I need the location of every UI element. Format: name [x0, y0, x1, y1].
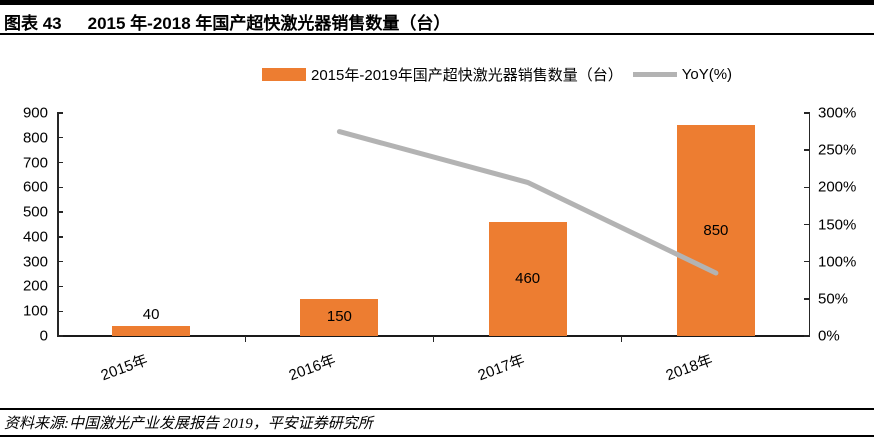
- y-axis-left: [57, 113, 59, 336]
- y-axis-label-left: 400: [22, 228, 48, 246]
- y-axis-label-left: 100: [22, 302, 48, 320]
- bar-value-label: 850: [703, 221, 729, 239]
- bar-2015: [112, 326, 191, 336]
- y-left-tick: [57, 161, 63, 164]
- y-left-tick: [57, 137, 63, 139]
- y-left-tick: [57, 112, 63, 114]
- y-axis-label-right: 100%: [818, 253, 857, 271]
- y-right-tick: [804, 260, 810, 263]
- y-axis-label-right: 300%: [818, 104, 857, 122]
- bottom-rule: [0, 435, 874, 437]
- title-rule: [0, 33, 874, 35]
- y-axis-label-left: 300: [22, 253, 48, 271]
- x-axis-tick: [244, 336, 246, 342]
- figure-number: 图表 43: [4, 14, 62, 33]
- y-left-tick: [57, 310, 63, 312]
- y-axis-label-right: 150%: [818, 216, 857, 233]
- x-axis-label: 2018年: [663, 351, 715, 385]
- footer-rule: [0, 408, 874, 410]
- y-left-tick: [57, 236, 63, 238]
- top-rule: [0, 0, 874, 5]
- y-left-tick: [57, 335, 63, 337]
- x-axis: [57, 334, 810, 337]
- bar-value-label: 150: [326, 308, 352, 326]
- x-axis-label: 2017年: [475, 351, 527, 385]
- legend-line-swatch-icon: [632, 71, 677, 77]
- x-axis-tick: [432, 336, 435, 342]
- y-right-tick: [804, 335, 810, 337]
- x-axis-label: 2016年: [287, 351, 339, 385]
- y-axis-label-left: 700: [22, 154, 48, 172]
- y-axis-label-right: 0%: [818, 327, 840, 345]
- y-right-tick: [804, 223, 810, 226]
- y-axis-label-left: 0: [39, 327, 48, 345]
- y-right-tick: [804, 112, 810, 114]
- y-axis-label-left: 200: [22, 277, 48, 295]
- y-left-tick: [57, 260, 63, 263]
- y-left-tick: [57, 186, 63, 189]
- y-right-tick: [804, 186, 810, 189]
- y-right-tick: [804, 149, 810, 151]
- figure-title: 2015 年-2018 年国产超快激光器销售数量（台）: [87, 14, 451, 33]
- bar-value-label: 40: [142, 306, 160, 324]
- legend-bar-label: 2015年-2019年国产超快激光器销售数量（台）: [311, 66, 623, 84]
- y-axis-label-right: 250%: [818, 141, 857, 159]
- y-right-tick: [804, 298, 810, 300]
- x-axis-label: 2015年: [98, 351, 151, 385]
- bar-2016: [300, 298, 379, 336]
- y-axis-label-right: 50%: [818, 290, 849, 308]
- y-axis-label-left: 500: [22, 203, 48, 221]
- y-left-tick: [57, 211, 63, 213]
- x-axis-tick: [621, 336, 623, 342]
- legend-line-label: YoY(%): [681, 65, 733, 83]
- source-note: 资料来源:中国激光产业发展报告 2019，平安证券研究所: [4, 416, 373, 432]
- chart-legend: 2015年-2019年国产超快激光器销售数量（台） YoY(%): [262, 62, 732, 86]
- y-axis-label-left: 800: [22, 129, 48, 147]
- y-left-tick: [57, 285, 63, 288]
- legend-bar-swatch-icon: [262, 67, 306, 81]
- y-axis-label-left: 900: [22, 104, 48, 122]
- y-axis-label-left: 600: [22, 178, 48, 196]
- y-axis-label-right: 200%: [818, 178, 857, 196]
- figure-header: 图表 43 2015 年-2018 年国产超快激光器销售数量（台）: [4, 9, 450, 34]
- bar-value-label: 460: [515, 270, 541, 287]
